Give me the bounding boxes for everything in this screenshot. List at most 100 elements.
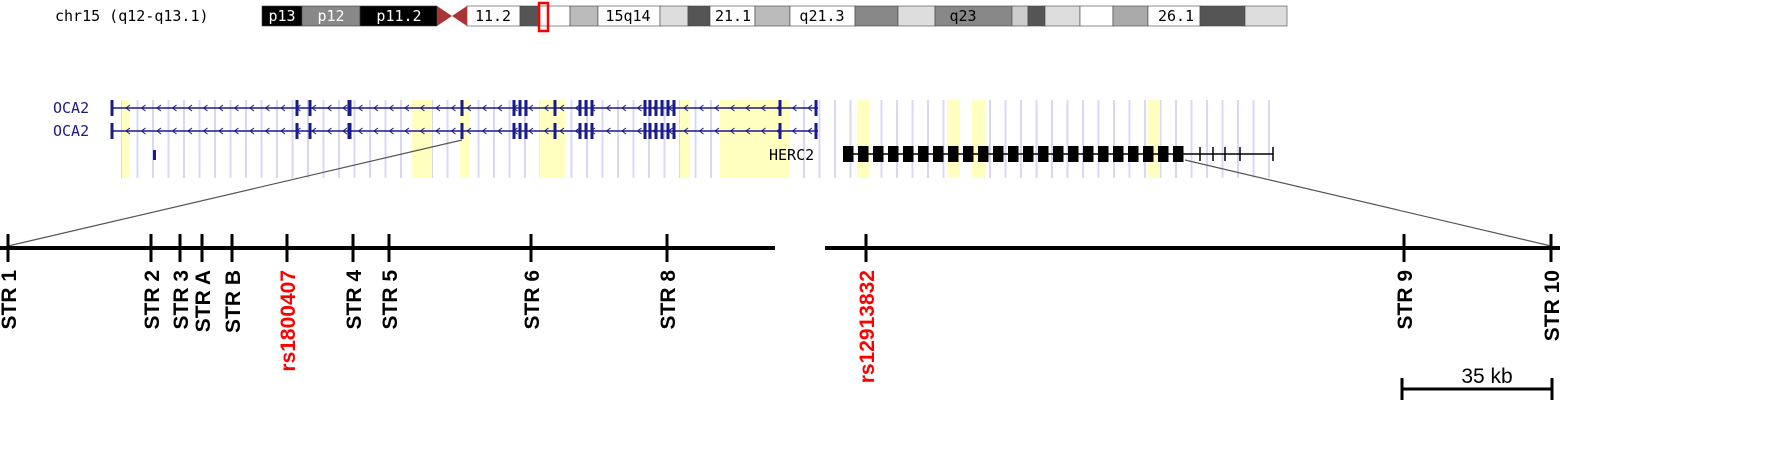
marker-label: STR 9 (1394, 270, 1417, 330)
strand-arrow (388, 127, 394, 135)
exon (512, 123, 516, 139)
strand-arrow (233, 127, 239, 135)
exon (1128, 146, 1136, 162)
exon (1075, 146, 1079, 162)
exon (1135, 146, 1139, 162)
exon (1165, 146, 1169, 162)
exon (648, 123, 652, 139)
exon (850, 146, 854, 162)
exon (895, 146, 899, 162)
strand-arrow (698, 127, 704, 135)
marker-label: STR 6 (521, 270, 544, 330)
strand-arrow (605, 127, 611, 135)
exon (888, 146, 896, 162)
band-label: 26.1 (1158, 7, 1194, 25)
exon (110, 100, 114, 116)
strand-arrow (419, 104, 425, 112)
strand-arrow (171, 127, 177, 135)
strand-arrow (373, 127, 379, 135)
strand-arrow (202, 127, 208, 135)
highlight-stripe (460, 100, 470, 178)
marker-label: STR A (192, 270, 215, 332)
exon (918, 146, 926, 162)
strand-arrow (636, 127, 642, 135)
exon (1008, 146, 1016, 162)
strand-arrow (559, 127, 565, 135)
strand-arrow (388, 104, 394, 112)
strand-arrow (264, 104, 270, 112)
strand-arrow (156, 127, 162, 135)
exon (590, 123, 594, 139)
exon (518, 100, 522, 116)
marker-label: STR 8 (657, 270, 680, 330)
strand-arrow (807, 127, 813, 135)
strand-arrow (621, 127, 627, 135)
exon (1180, 146, 1184, 162)
exon (347, 123, 352, 139)
exon (660, 100, 664, 116)
exon (1158, 146, 1166, 162)
exon (672, 123, 676, 139)
marker-label: STR 10 (1541, 270, 1564, 341)
band (897, 5, 936, 27)
strand-arrow (543, 104, 549, 112)
strand-arrow (450, 104, 456, 112)
exon (584, 100, 588, 116)
strand-arrow (326, 104, 332, 112)
highlight-stripe (972, 100, 985, 178)
strand-arrow (249, 104, 255, 112)
marker-label: rs12913832 (856, 270, 879, 383)
exon (1098, 146, 1106, 162)
exon (978, 146, 986, 162)
exon (590, 100, 594, 116)
exon (1038, 146, 1046, 162)
exon (940, 146, 944, 162)
exon (778, 123, 782, 139)
exon (666, 123, 670, 139)
exon (1083, 146, 1091, 162)
exon (865, 146, 869, 162)
strand-arrow (171, 104, 177, 112)
exon (925, 146, 929, 162)
exon (553, 100, 557, 116)
strand-arrow (683, 127, 689, 135)
strand-arrow (574, 104, 580, 112)
strand-arrow (419, 127, 425, 135)
highlight-stripe (947, 100, 960, 178)
band (1244, 5, 1288, 27)
exon (308, 123, 312, 139)
gene-label: OCA2 (53, 99, 89, 117)
exon (778, 100, 782, 116)
strand-arrow (466, 104, 472, 112)
exon (660, 123, 664, 139)
highlight-stripe (412, 100, 432, 178)
exon (1030, 146, 1034, 162)
exon (873, 146, 881, 162)
exon (1068, 146, 1076, 162)
strand-arrow (404, 127, 410, 135)
strand-arrow (760, 127, 766, 135)
band (1112, 5, 1149, 27)
exon (578, 123, 582, 139)
centromere (437, 6, 467, 26)
zoom-line (1184, 159, 1552, 247)
exon (524, 123, 528, 139)
highlight-stripe (720, 100, 790, 178)
strand-arrow (745, 104, 751, 112)
strand-arrow (187, 127, 193, 135)
strand-arrow (698, 104, 704, 112)
strand-arrow (760, 104, 766, 112)
strand-arrow (528, 104, 534, 112)
exon (1173, 146, 1181, 162)
zoom-line (7, 139, 463, 247)
strand-arrow (326, 127, 332, 135)
exon (1060, 146, 1064, 162)
exon (1113, 146, 1121, 162)
band-label: 11.2 (475, 7, 511, 25)
exon (512, 100, 516, 116)
strand-arrow (466, 127, 472, 135)
band (539, 5, 571, 27)
strand-arrow (342, 127, 348, 135)
exon (584, 123, 588, 139)
